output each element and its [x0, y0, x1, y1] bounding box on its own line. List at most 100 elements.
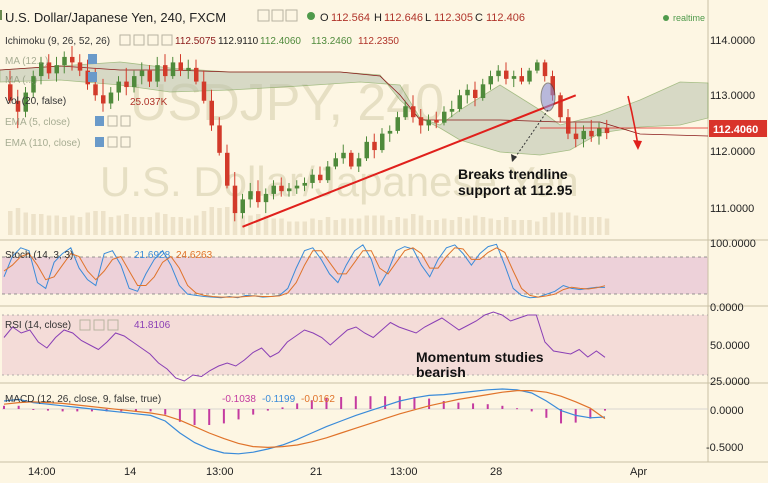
rsi-settings-icon[interactable]	[93, 319, 105, 331]
volume-bar	[101, 211, 106, 235]
macd-hist-bar	[472, 403, 475, 409]
settings-icon[interactable]	[271, 9, 284, 22]
macd-hist-bar	[296, 403, 299, 409]
macd-hist-bar	[149, 409, 152, 412]
macd-line	[3, 388, 606, 455]
ema1-visibility-icon[interactable]	[95, 116, 104, 126]
candle-body	[31, 76, 36, 93]
candle-body	[248, 191, 253, 200]
close-icon[interactable]	[285, 9, 298, 22]
close-icon[interactable]	[147, 34, 159, 46]
macd-hist-bar	[516, 408, 519, 410]
realtime-dot-icon	[663, 15, 669, 21]
candle-body	[511, 76, 517, 79]
more-icon[interactable]	[161, 34, 173, 46]
eye-toggle-icon[interactable]	[257, 9, 270, 22]
volume-bar	[124, 214, 129, 235]
symbol-title[interactable]: U.S. Dollar/Japanese Yen, 240, FXCM	[5, 10, 226, 25]
candle-body	[39, 62, 44, 77]
candlesticks	[8, 45, 610, 222]
ma2-label[interactable]: MA (...)	[5, 75, 37, 86]
macd-hist-bar	[398, 396, 401, 409]
candle-body	[457, 95, 462, 109]
candle-body	[496, 70, 501, 77]
vol-label[interactable]: Vol (20, false)	[5, 96, 66, 107]
macd-hist-bar	[32, 409, 35, 410]
macd-hist-bar	[237, 409, 240, 420]
volume-bar	[39, 214, 44, 235]
rsi-label[interactable]: RSI (14, close)	[5, 320, 71, 331]
price-tick-113: 113.0000	[710, 90, 755, 102]
ema1-close-icon[interactable]	[120, 115, 131, 127]
volume-bar	[70, 215, 75, 235]
ema1-label[interactable]: EMA (5, close)	[5, 117, 70, 128]
volume-bar	[271, 218, 276, 235]
price-tick-112: 112.0000	[710, 146, 755, 158]
stoch-label[interactable]: Stoch (14, 3, 3)	[5, 250, 73, 261]
macd-hist-bar	[281, 407, 284, 409]
rsi-close-icon[interactable]	[107, 319, 119, 331]
rsi-band	[2, 315, 708, 375]
ma1-visibility-icon[interactable]	[88, 54, 97, 64]
ema2-visibility-icon[interactable]	[95, 137, 104, 147]
volume-bar	[504, 217, 509, 235]
ema2-settings-icon[interactable]	[107, 136, 118, 148]
volume-bar	[240, 215, 245, 235]
macd-hist-bar	[325, 397, 328, 409]
volume-bar	[527, 220, 532, 235]
macd-hist-bar	[604, 409, 606, 411]
candle-body	[271, 185, 276, 194]
candle-body	[46, 62, 52, 74]
volume-bar	[194, 215, 199, 235]
volume-bar	[310, 218, 315, 235]
ma2-visibility-icon[interactable]	[88, 72, 97, 82]
ema2-close-icon[interactable]	[120, 136, 131, 148]
ema2-label[interactable]: EMA (110, close)	[5, 138, 80, 149]
macd-hist-bar	[46, 409, 49, 411]
candle-body	[101, 95, 106, 104]
ichimoku-label[interactable]: Ichimoku (9, 26, 52, 26)	[5, 36, 110, 47]
volume-bar	[473, 215, 478, 235]
candle-body	[488, 76, 493, 85]
ichimoku-value-3: 112.4060	[260, 36, 301, 47]
candle-body	[581, 130, 586, 140]
rsi-eye-icon[interactable]	[79, 319, 91, 331]
macd-label[interactable]: MACD (12, 26, close, 9, false, true)	[5, 394, 161, 405]
macd-histogram	[3, 396, 606, 425]
time-tick-0: 14:00	[28, 466, 56, 478]
settings-icon[interactable]	[133, 34, 145, 46]
volume-bar	[457, 217, 462, 235]
candle-body	[550, 76, 555, 96]
volume-bar	[597, 217, 602, 235]
volume-bar	[108, 217, 114, 235]
candle-body	[279, 185, 284, 192]
ema1-settings-icon[interactable]	[107, 115, 118, 127]
volume-bar	[589, 217, 594, 235]
volume-bar	[62, 217, 67, 235]
ma1-label[interactable]: MA (12...)	[5, 56, 48, 67]
realtime-label[interactable]: realtime	[673, 13, 705, 23]
ichimoku-controls[interactable]	[119, 34, 173, 46]
volume-bar	[23, 212, 28, 235]
macd-hist-bar	[17, 405, 20, 409]
candle-body	[256, 191, 261, 203]
candle-body	[434, 119, 439, 123]
eye-icon[interactable]	[119, 34, 131, 46]
header-bar: U.S. Dollar/Japanese Yen, 240, FXCM O 11…	[0, 9, 705, 25]
volume-bar	[287, 221, 292, 235]
candle-body	[70, 56, 75, 63]
volume-bar	[535, 221, 540, 235]
macd-hist-bar	[501, 405, 504, 409]
volume-bar	[372, 215, 377, 235]
volume-bar	[263, 215, 269, 235]
low-label: L	[425, 12, 431, 24]
candle-body	[535, 62, 540, 71]
status-dot-icon	[307, 12, 315, 20]
volume-bar	[318, 220, 323, 235]
ichimoku-base-line	[0, 65, 709, 137]
macd-hist-bar	[3, 405, 5, 409]
candle-body	[597, 128, 602, 137]
symbol-dropdown[interactable]	[0, 10, 2, 20]
annotation-momentum-line2: bearish	[416, 364, 466, 380]
macd-hist-bar	[354, 396, 357, 409]
